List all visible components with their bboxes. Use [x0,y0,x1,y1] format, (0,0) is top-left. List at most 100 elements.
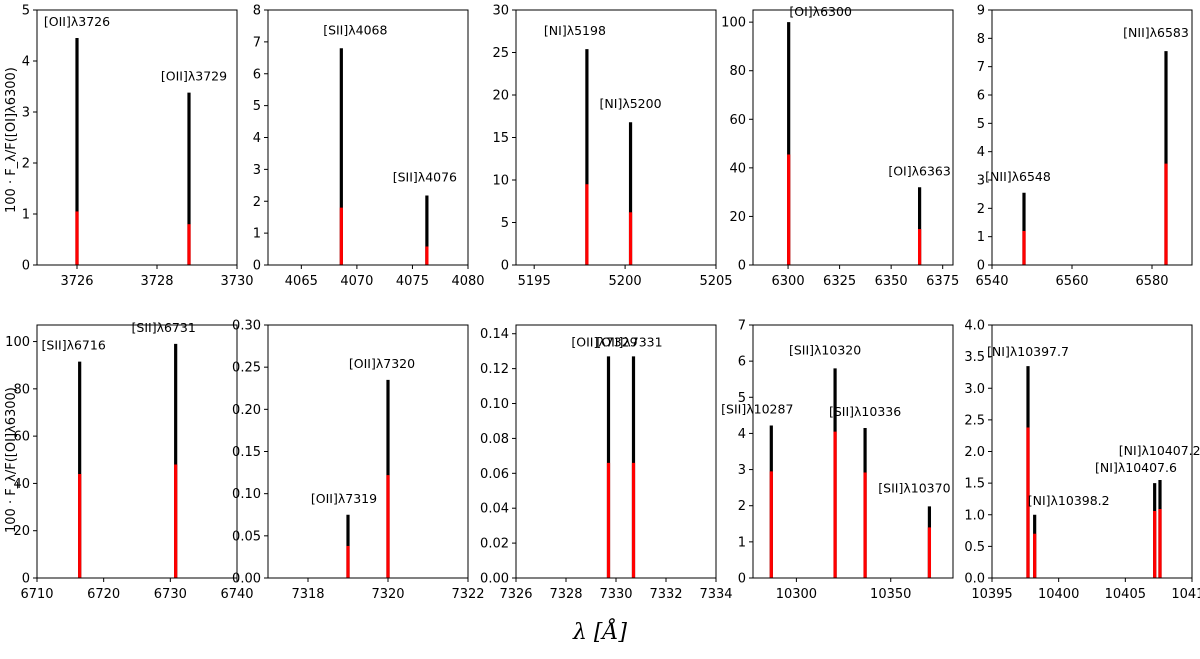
y-tick-label: 0 [738,572,746,587]
y-tick-label: 0.20 [232,403,261,418]
x-tick-label: 6740 [220,587,253,602]
panel-5: 0 1 2 3 4 5 6 7 8 9 6540 6560 6580 [NII]λ6548 [NII]λ65… [975,4,1193,289]
plot-frame [752,324,954,579]
y-tick-label: 0 [738,259,746,274]
x-tick-label: 3730 [220,274,253,289]
y-tick-label: 4 [977,145,985,160]
x-tick-label: 7330 [599,587,632,602]
panel-4: 0 20 40 60 80 100 6300 6325 6350 6375 [OI]λ6300 [OI… [721,4,959,289]
line-label: [NI]λ10407.6 [1095,460,1177,475]
plot-frame [515,9,717,266]
x-tick-label: 5205 [699,274,732,289]
line-label: [SII]λ10287 [721,401,793,416]
line-label: [NI]λ10398.2 [1028,493,1110,508]
y-tick-label: 0.10 [480,397,509,412]
panel-1: 0 1 2 3 4 5 3726 3728 3730 [OII]λ3726 [OII]λ3729 [22,4,254,290]
y-tick-label: 15 [492,131,509,146]
plot-frame [267,9,469,266]
panel-2: 0 1 2 3 4 5 6 7 8 4065 4070 4075 4080 [SII]λ4068 [SII]… [253,4,485,290]
x-axis-label: λ [Å] [573,620,627,645]
y-tick-label: 20 [13,524,30,539]
y-tick-label: 3 [22,106,30,121]
y-tick-label: 2 [977,202,985,217]
y-tick-label: 20 [492,89,509,104]
y-tick-label: 0.25 [232,361,261,376]
line-label: [NII]λ6548 [985,169,1051,184]
line-label: [SII]λ10336 [829,404,901,419]
y-tick-label: 9 [977,4,985,19]
y-tick-label: 5 [501,216,509,231]
y-tick-label: 0.10 [232,487,261,502]
x-tick-label: 6375 [926,274,959,289]
y-tick-label: 6 [977,89,985,104]
plot-frame [752,9,954,266]
plot-frame [36,324,238,579]
x-tick-label: 4080 [451,274,484,289]
y-tick-label: 3.0 [964,382,985,397]
line-label: [OI]λ6363 [888,163,951,178]
y-tick-label: 6 [738,355,746,370]
panel-6: 0 20 40 60 80 100 6710 6720 6730 6740 [SII]λ6716 [S… [5,320,253,602]
y-tick-label: 10 [492,174,509,189]
y-tick-label: 0.08 [480,432,509,447]
y-tick-label: 0.06 [480,467,509,482]
y-tick-label: 1.5 [964,477,985,492]
x-tick-label: 7318 [291,587,324,602]
x-tick-label: 10350 [870,587,911,602]
y-tick-label: 0 [977,259,985,274]
y-tick-label: 100 [5,335,30,350]
y-tick-label: 1 [253,227,261,242]
y-tick-label: 7 [253,35,261,50]
line-label: [NI]λ10407.2 [1119,443,1200,458]
line-label: [OII]λ7320 [349,356,415,371]
y-tick-label: 0.14 [480,327,509,342]
y-tick-label: 0.0 [964,572,985,587]
panel-10: 0.0 0.5 1.0 1.5 2.0 2.5 3.0 3.5 4.0 10395 10400 104… [964,319,1200,603]
y-tick-label: 0.04 [480,502,509,517]
y-tick-label: 20 [729,210,746,225]
y-tick-label: 1 [738,535,746,550]
y-tick-label: 0 [253,259,261,274]
line-label: [SII]λ6716 [42,338,106,353]
x-tick-label: 7332 [649,587,682,602]
y-tick-label: 40 [13,477,30,492]
x-tick-label: 7322 [451,587,484,602]
y-tick-label: 0.12 [480,362,509,377]
line-label: [OII]λ7329 [571,334,637,349]
x-tick-label: 6580 [1135,274,1168,289]
x-tick-label: 6560 [1055,274,1088,289]
y-tick-label: 2 [22,157,30,172]
y-tick-label: 1 [22,208,30,223]
line-label: [NII]λ6583 [1123,25,1189,40]
x-tick-label: 6710 [20,587,53,602]
line-label: [OII]λ3726 [44,14,110,29]
y-tick-label: 7 [977,60,985,75]
plot-frame [267,324,469,579]
y-tick-label: 0.05 [232,529,261,544]
y-tick-label: 2 [253,195,261,210]
y-tick-label: 8 [253,4,261,19]
y-tick-label: 80 [13,382,30,397]
y-tick-label: 4 [253,131,261,146]
x-tick-label: 3726 [60,274,93,289]
y-tick-label: 3.5 [964,350,985,365]
y-tick-label: 2.0 [964,445,985,460]
panel-3: 0 5 10 15 20 25 30 5195 5200 5205 [NI]λ5198 [NI]λ52… [492,4,732,290]
plot-frame [991,9,1193,266]
x-tick-label: 5200 [609,274,642,289]
y-axis-label-top-row: 100 · F_λ/F([OI]λ6300) [4,67,19,213]
line-label: [NI]λ5198 [544,23,606,38]
line-label: [SII]λ10370 [878,480,950,495]
y-tick-label: 80 [729,64,746,79]
plot-frame [36,9,238,266]
panel-7: 0.00 0.05 0.10 0.15 0.20 0.25 0.30 7318 7320 7322… [232,319,485,603]
line-label: [OII]λ7319 [311,491,377,506]
line-label: [SII]λ10320 [789,342,861,357]
line-label: [SII]λ6731 [132,320,196,335]
y-tick-label: 5 [253,99,261,114]
x-tick-label: 6540 [975,274,1008,289]
y-tick-label: 0.00 [232,572,261,587]
y-tick-label: 5 [22,4,30,19]
x-tick-label: 6325 [823,274,856,289]
line-label: [SII]λ4068 [323,22,387,37]
